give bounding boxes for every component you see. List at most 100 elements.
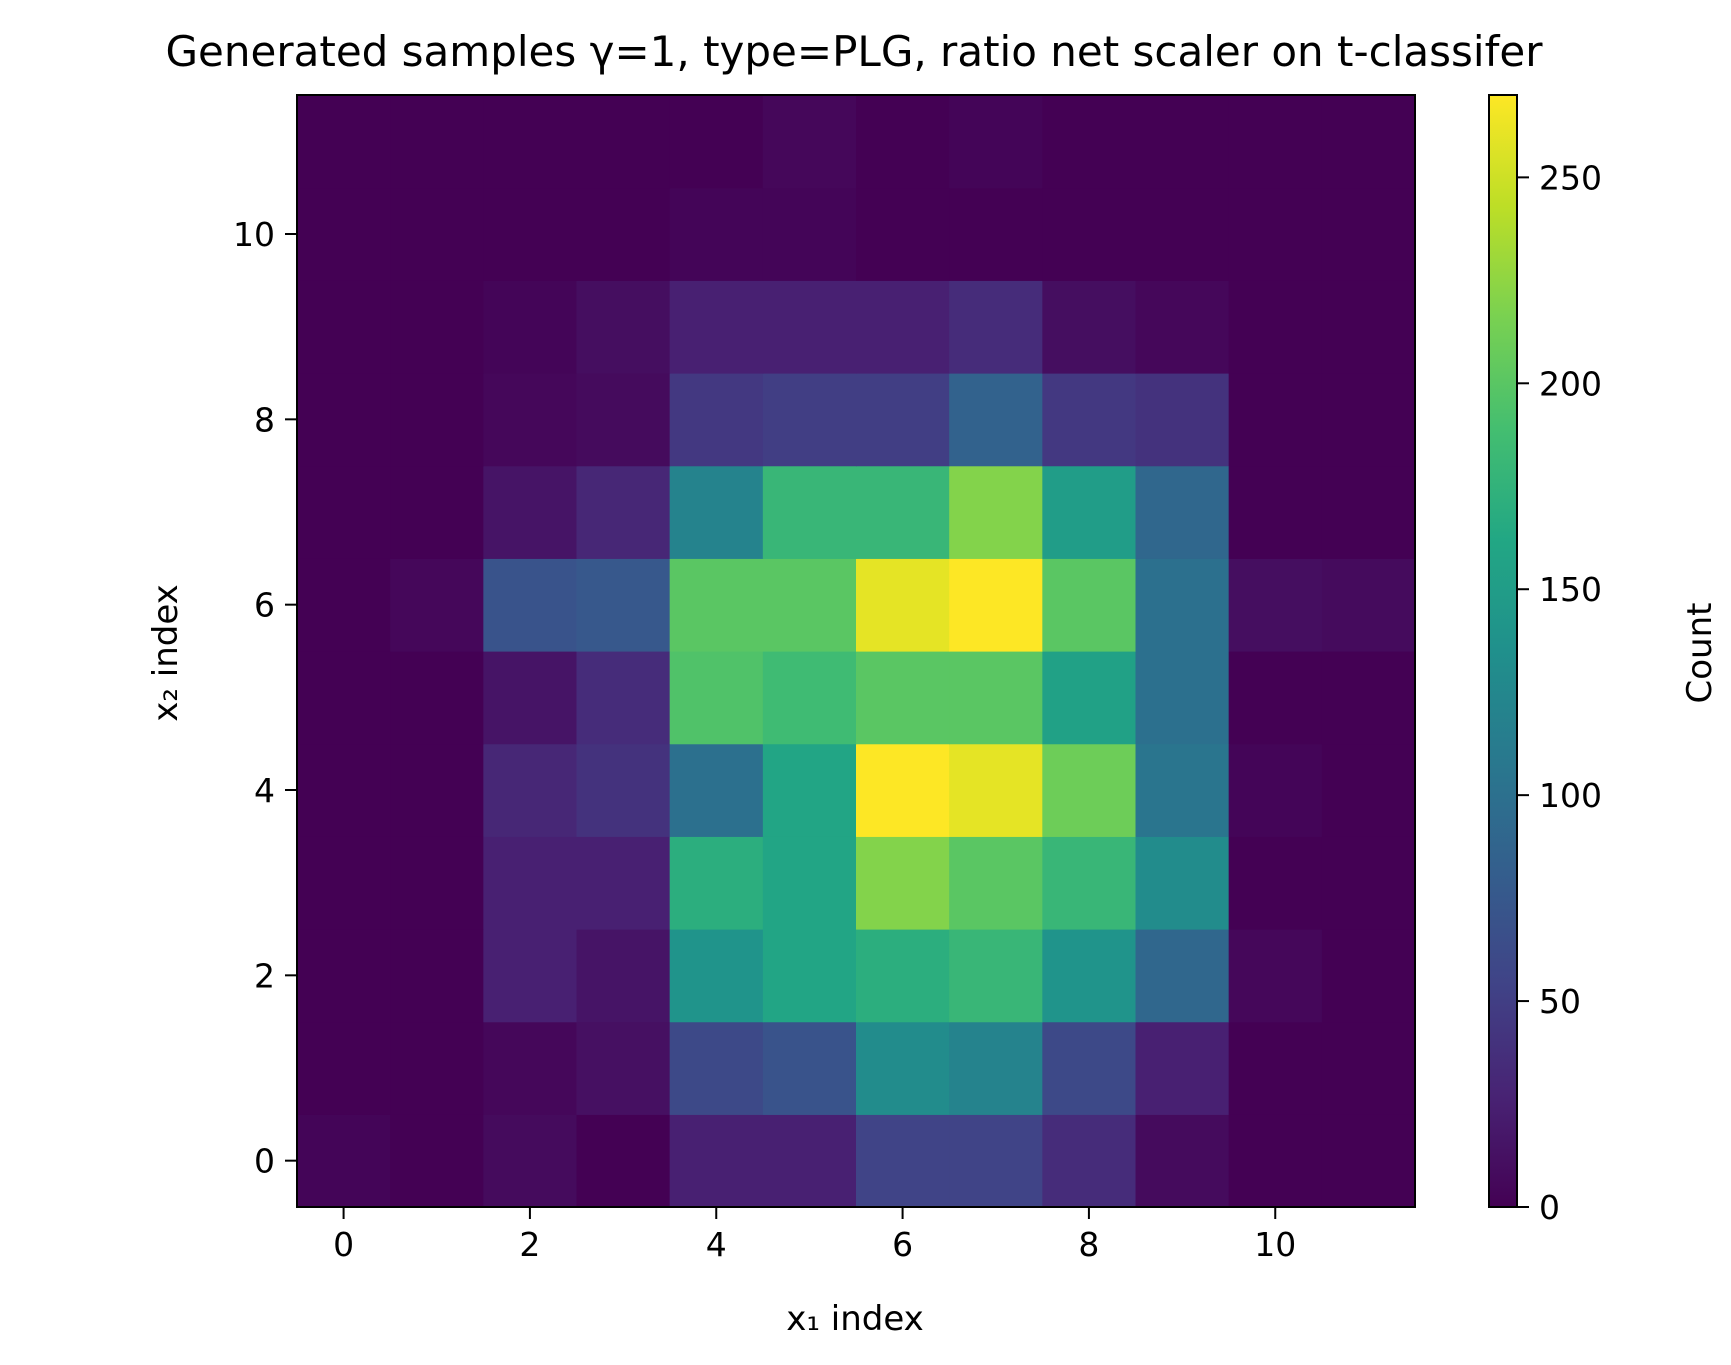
heatmap-cell <box>576 280 671 374</box>
plot-frame <box>296 94 1416 1208</box>
heatmap-cell <box>1135 743 1230 837</box>
heatmap-cell <box>762 95 857 189</box>
heatmap-cell <box>576 465 671 559</box>
heatmap-cell <box>856 1021 950 1115</box>
heatmap-cell <box>483 558 578 652</box>
x-tick-label: 8 <box>1078 1225 1099 1264</box>
heatmap-cell <box>949 743 1043 837</box>
heatmap-cell <box>1228 280 1323 374</box>
heatmap-cell <box>949 465 1043 559</box>
y-axis-label: x₂ index <box>146 584 186 722</box>
heatmap-cell <box>949 280 1043 374</box>
heatmap-cell <box>1135 95 1230 189</box>
heatmap-cell <box>762 280 857 374</box>
heatmap-cell <box>483 187 578 281</box>
heatmap-cell <box>669 558 764 652</box>
heatmap-cell <box>297 187 391 281</box>
y-tick-label: 8 <box>254 400 275 439</box>
heatmap-cell <box>856 743 950 837</box>
heatmap-cell <box>856 187 950 281</box>
heatmap-cell <box>1042 836 1137 930</box>
x-tick-label: 4 <box>706 1225 727 1264</box>
y-tick-label: 0 <box>254 1142 275 1181</box>
x-tick-label: 0 <box>333 1225 354 1264</box>
heatmap-cell <box>762 651 857 745</box>
heatmap-cell <box>297 1114 391 1208</box>
heatmap-cell <box>1321 1021 1416 1115</box>
heatmap-cell <box>390 465 484 559</box>
heatmap-cell <box>1321 651 1416 745</box>
heatmap-cell <box>576 929 671 1023</box>
heatmap-cell <box>949 651 1043 745</box>
heatmap-cell <box>1228 465 1323 559</box>
heatmap-cell <box>669 1114 764 1208</box>
heatmap-cell <box>856 929 950 1023</box>
colorbar-tick-label: 0 <box>1539 1188 1560 1227</box>
heatmap-cell <box>1135 373 1230 467</box>
heatmap-cell <box>390 1021 484 1115</box>
heatmap-cell <box>576 558 671 652</box>
heatmap-cell <box>1042 280 1137 374</box>
heatmap-cell <box>1135 1114 1230 1208</box>
x-tick-label: 6 <box>892 1225 913 1264</box>
heatmap-cell <box>483 465 578 559</box>
heatmap-cell <box>1228 187 1323 281</box>
x-tick-label: 10 <box>1254 1225 1296 1264</box>
colorbar-axis: 0 50 100 150 200 250 <box>1517 158 1602 1227</box>
heatmap-cell <box>297 465 391 559</box>
heatmap-cell <box>1321 373 1416 467</box>
y-tick-label: 2 <box>254 956 275 995</box>
heatmap-cell <box>483 1114 578 1208</box>
heatmap-cell <box>949 1021 1043 1115</box>
heatmap-cell <box>1228 1114 1323 1208</box>
heatmap-cell <box>856 1114 950 1208</box>
heatmap-cell <box>390 743 484 837</box>
heatmap-cell <box>1135 187 1230 281</box>
heatmap-cell <box>1042 1021 1137 1115</box>
heatmap-cell <box>1042 558 1137 652</box>
y-tick-label: 6 <box>254 586 275 625</box>
heatmap-cell <box>1135 280 1230 374</box>
heatmap-cell <box>576 95 671 189</box>
heatmap-cell <box>949 95 1043 189</box>
heatmap-cell <box>390 280 484 374</box>
heatmap-cell <box>576 373 671 467</box>
heatmap-cell <box>949 1114 1043 1208</box>
heatmap-cell <box>390 95 484 189</box>
heatmap-cell <box>1321 95 1416 189</box>
heatmap-cell <box>1135 651 1230 745</box>
heatmap-cell <box>1321 558 1416 652</box>
heatmap-cell <box>1321 280 1416 374</box>
chart-title: Generated samples γ=1, type=PLG, ratio n… <box>166 27 1544 76</box>
heatmap-cell <box>576 743 671 837</box>
heatmap-cell <box>297 651 391 745</box>
heatmap-cell <box>856 836 950 930</box>
heatmap-cell <box>390 558 484 652</box>
heatmap-cell <box>949 558 1043 652</box>
heatmap-cell <box>1321 743 1416 837</box>
heatmap-cell <box>483 95 578 189</box>
heatmap-cell <box>297 373 391 467</box>
heatmap-cell <box>762 558 857 652</box>
heatmap-cell <box>483 280 578 374</box>
heatmap-cell <box>390 651 484 745</box>
heatmap-cell <box>669 929 764 1023</box>
heatmap-cell <box>1042 1114 1137 1208</box>
y-axis: 0 2 4 6 8 10 <box>233 215 297 1181</box>
heatmap-cell <box>576 1114 671 1208</box>
heatmap-cell <box>949 373 1043 467</box>
heatmap-cell <box>1228 743 1323 837</box>
y-tick-label: 4 <box>254 771 275 810</box>
heatmap-cell <box>1321 465 1416 559</box>
heatmap-cell <box>856 465 950 559</box>
heatmap-cell <box>1135 558 1230 652</box>
heatmap-cells <box>297 95 1416 1208</box>
heatmap-cell <box>1321 1114 1416 1208</box>
colorbar-tick-label: 250 <box>1539 158 1602 197</box>
heatmap-cell <box>669 373 764 467</box>
x-axis-label: x₁ index <box>786 1299 924 1339</box>
heatmap-cell <box>390 929 484 1023</box>
heatmap-cell <box>669 187 764 281</box>
